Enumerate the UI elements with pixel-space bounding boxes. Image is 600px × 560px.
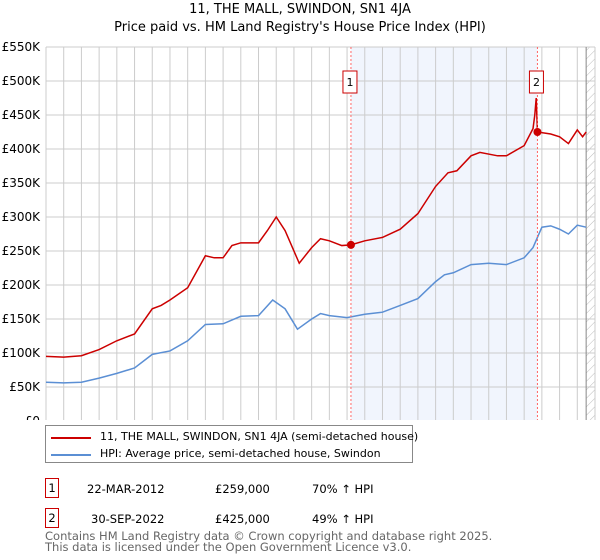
footer-licence: This data is licensed under the Open Gov… [45, 540, 412, 554]
sale-point [346, 240, 355, 249]
transaction-marker: 1 [45, 478, 59, 498]
legend-item-property: 11, THE MALL, SWINDON, SN1 4JA (semi-det… [100, 430, 419, 443]
legend: 11, THE MALL, SWINDON, SN1 4JA (semi-det… [45, 425, 418, 463]
y-tick-label: £450K [2, 108, 42, 122]
y-tick-label: £0 [25, 414, 40, 420]
sale-label: 2 [533, 76, 540, 89]
y-tick-label: £250K [2, 244, 42, 258]
chart-subtitle: Price paid vs. HM Land Registry's House … [114, 20, 486, 35]
hpi-line [45, 224, 587, 384]
sale-label: 1 [346, 76, 353, 89]
y-tick-label: £150K [2, 312, 42, 326]
transaction-date: 30-SEP-2022 [91, 512, 165, 526]
legend-item-hpi: HPI: Average price, semi-detached house,… [100, 447, 381, 460]
shaded-period [350, 47, 538, 420]
sale-label-box [528, 70, 544, 94]
transaction-hpi: 70% ↑ HPI [312, 482, 374, 496]
future-hatch [586, 47, 595, 420]
legend-swatch-hpi [51, 454, 91, 456]
transaction-hpi: 49% ↑ HPI [312, 512, 374, 526]
y-tick-label: £50K [9, 380, 41, 394]
y-tick-label: £350K [2, 176, 42, 190]
y-tick-label: £100K [2, 346, 42, 360]
chart-title: 11, THE MALL, SWINDON, SN1 4JA [189, 2, 411, 17]
transaction-price: £259,000 [215, 482, 270, 496]
y-tick-label: £200K [2, 278, 42, 292]
property-price-line [45, 97, 587, 358]
footer-copyright: Contains HM Land Registry data © Crown c… [45, 529, 493, 543]
legend-swatch-property [51, 437, 91, 439]
sale-point [533, 128, 542, 136]
transaction-price: £425,000 [215, 512, 270, 526]
price-chart: 1995199619971998199920002001200220032004… [2, 40, 596, 420]
y-tick-label: £300K [2, 210, 42, 224]
y-tick-label: £400K [2, 142, 42, 156]
y-tick-label: £550K [2, 40, 42, 54]
y-tick-label: £500K [2, 74, 42, 88]
transaction-marker: 2 [45, 508, 59, 528]
sale-label-box [342, 70, 358, 94]
transaction-date: 22-MAR-2012 [87, 482, 165, 496]
